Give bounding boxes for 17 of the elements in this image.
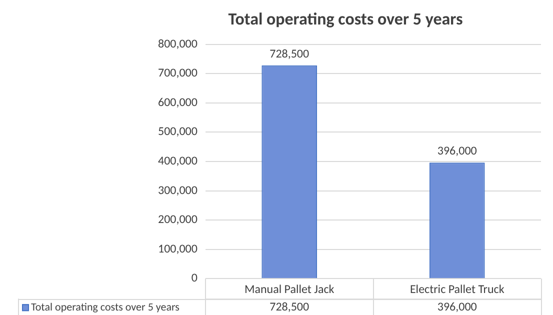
legend-label: Total operating costs over 5 years — [31, 300, 180, 314]
y-tick-label: 600,000 — [158, 96, 198, 110]
y-tick-label: 700,000 — [158, 66, 198, 81]
y-tick-label: 300,000 — [158, 184, 198, 198]
chart-title: Total operating costs over 5 years — [228, 8, 463, 30]
x-tick-label: Manual Pallet Jack — [244, 282, 335, 297]
y-tick-label: 0 — [191, 272, 198, 286]
y-tick-label: 800,000 — [158, 37, 198, 52]
x-tick-label: Electric Pallet Truck — [410, 282, 505, 297]
y-tick-label: 200,000 — [158, 213, 198, 228]
y-tick-label: 100,000 — [158, 242, 198, 256]
y-tick-label: 500,000 — [158, 125, 198, 140]
text: 396,000 — [437, 144, 477, 159]
text: 728,500 — [270, 47, 310, 62]
data-label: 728,500 — [270, 300, 310, 315]
y-tick-label: 400,000 — [158, 154, 198, 168]
data-label: 396,000 — [437, 300, 477, 315]
